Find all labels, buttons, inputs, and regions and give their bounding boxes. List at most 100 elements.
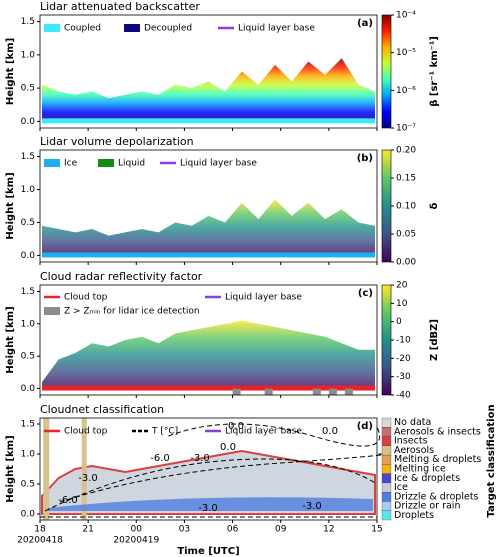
y-tick-label: 1.0 [21, 50, 36, 60]
contour-label: -3.0 [302, 501, 322, 512]
panel-label: (d) [357, 421, 373, 432]
colorbar-tick-label: 10⁻⁴ [396, 11, 416, 21]
x-tick-label: 06 [227, 525, 239, 535]
colorbar-tick-label: 0.20 [396, 146, 416, 156]
colorbar-class-label: Insects [394, 436, 428, 447]
colorbar-label: δ [429, 202, 440, 209]
colorbar-class-label: No data [394, 417, 431, 428]
y-tick-label: 1.0 [21, 185, 36, 195]
colorbar-label: Z [dBZ] [429, 319, 440, 361]
y-tick-label: 1.5 [21, 152, 35, 162]
legend-label: Cloud top [64, 293, 108, 303]
legend-swatch [44, 307, 60, 315]
colorbar-class [381, 436, 392, 446]
colorbar-tick-label: 0.05 [396, 230, 416, 240]
colorbar-class [381, 501, 392, 511]
ground-strip [344, 388, 353, 395]
colorbar-class [381, 473, 392, 484]
y-axis-label: Height [km] [5, 38, 16, 105]
colorbar-tick-label: 0.10 [396, 202, 416, 212]
contour-line [59, 453, 384, 503]
colorbar-class [381, 427, 392, 437]
data-field [48, 497, 373, 511]
x-tick-label: 18 [34, 525, 46, 535]
colorbar-class [381, 510, 392, 521]
contour-label: -6.0 [58, 495, 78, 506]
colorbar-class-label: Ice [394, 482, 408, 493]
x-axis-label: Time [UTC] [177, 546, 239, 557]
colorbar-class [381, 417, 392, 428]
panel-label: (b) [357, 153, 373, 164]
axes-frame [39, 284, 378, 396]
colorbar-class [381, 464, 392, 474]
legend-label: Liquid layer base [180, 159, 257, 169]
ground-strip [42, 385, 375, 391]
legend-label: Liquid layer base [238, 24, 315, 34]
date-label: 20200418 [17, 536, 63, 546]
colorbar-class-label: Drizzle or rain [394, 501, 460, 512]
y-axis-label: Height [km] [5, 306, 16, 373]
contour-label: -3.0 [78, 473, 98, 484]
x-tick-label: 00 [131, 525, 143, 535]
ground-strip [232, 388, 241, 395]
y-tick-label: 1.0 [21, 319, 36, 329]
legend-label: Cloud top [64, 427, 108, 437]
panel-label: (c) [358, 288, 373, 299]
colorbar-tick-label: 10⁻⁷ [396, 124, 416, 134]
colorbar-class-label: Aerosols [394, 445, 434, 456]
legend-swatch [124, 24, 140, 32]
contour-label: 0.0 [220, 442, 236, 453]
colorbar-tick-label: -40 [396, 391, 411, 401]
legend-swatch [44, 159, 60, 167]
contour-line [44, 458, 378, 512]
data-field [42, 199, 375, 256]
colorbar-class [381, 482, 392, 493]
colorbar-tick-label: 10 [396, 299, 408, 309]
colorbar-tick-label: 10⁻⁶ [396, 86, 416, 96]
contour-label: -6.0 [150, 453, 170, 464]
x-tick-label: 12 [323, 525, 334, 535]
colorbar-class-label: Droplets [394, 510, 434, 521]
colorbar-label: β [sr⁻¹ km⁻¹] [429, 36, 440, 107]
colorbar [381, 14, 392, 129]
y-tick-label: 0.5 [21, 84, 35, 94]
axes-frame [39, 417, 378, 521]
y-tick-label: 0.0 [21, 384, 36, 394]
x-tick-label: 03 [179, 525, 190, 535]
ground-strip [42, 118, 375, 124]
x-tick-label: 21 [82, 525, 93, 535]
colorbar-class-label: Drizzle & droplets [394, 491, 479, 502]
y-tick-label: 0.5 [21, 352, 35, 362]
data-field [42, 58, 375, 122]
colorbar-tick-label: -20 [396, 354, 411, 364]
colorbar-class [381, 454, 392, 465]
panel-title: Cloud radar reflectivity factor [40, 270, 203, 283]
colorbar-class-label: Melting & droplets [394, 454, 481, 465]
date-label: 20200419 [113, 536, 159, 546]
colorbar-tick-label: 20 [396, 281, 408, 291]
y-tick-label: 1.5 [21, 287, 35, 297]
colorbar-tick-label: -30 [396, 372, 411, 382]
contour-label: -3.0 [190, 453, 210, 464]
panel-title: Cloudnet classification [40, 403, 164, 416]
y-axis-label: Height [km] [5, 435, 16, 502]
contour-label: 0.0 [228, 421, 244, 432]
legend-label: Coupled [64, 24, 101, 34]
colorbar-class-label: Ice & droplets [394, 473, 460, 484]
y-tick-label: 1.0 [21, 450, 36, 460]
legend-label: Liquid [118, 159, 145, 169]
legend-label: Z > Zₘᵢₙ for lidar ice detection [64, 307, 200, 317]
x-tick-label: 15 [371, 525, 382, 535]
panel-label: (a) [357, 18, 373, 29]
axes-frame [39, 14, 378, 129]
legend-label: Liquid layer base [225, 293, 302, 303]
colorbar [381, 284, 392, 396]
colorbar-class-label: Melting ice [394, 464, 446, 475]
x-tick-label: 09 [275, 525, 287, 535]
contour-label: -3.0 [198, 503, 218, 514]
data-field [43, 418, 50, 520]
colorbar-tick-label: 10⁻⁵ [396, 48, 416, 58]
y-tick-label: 0.0 [21, 117, 36, 127]
y-tick-label: 1.5 [21, 17, 35, 27]
